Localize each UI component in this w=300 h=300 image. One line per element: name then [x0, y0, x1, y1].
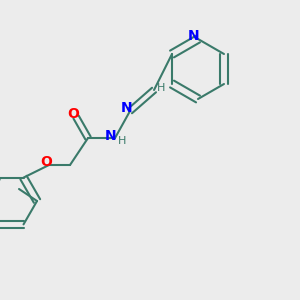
Text: H: H	[157, 83, 166, 94]
Text: N: N	[105, 130, 116, 143]
Text: N: N	[188, 29, 199, 43]
Text: H: H	[118, 136, 127, 146]
Text: O: O	[40, 155, 52, 169]
Text: N: N	[121, 101, 133, 115]
Text: O: O	[67, 107, 79, 121]
